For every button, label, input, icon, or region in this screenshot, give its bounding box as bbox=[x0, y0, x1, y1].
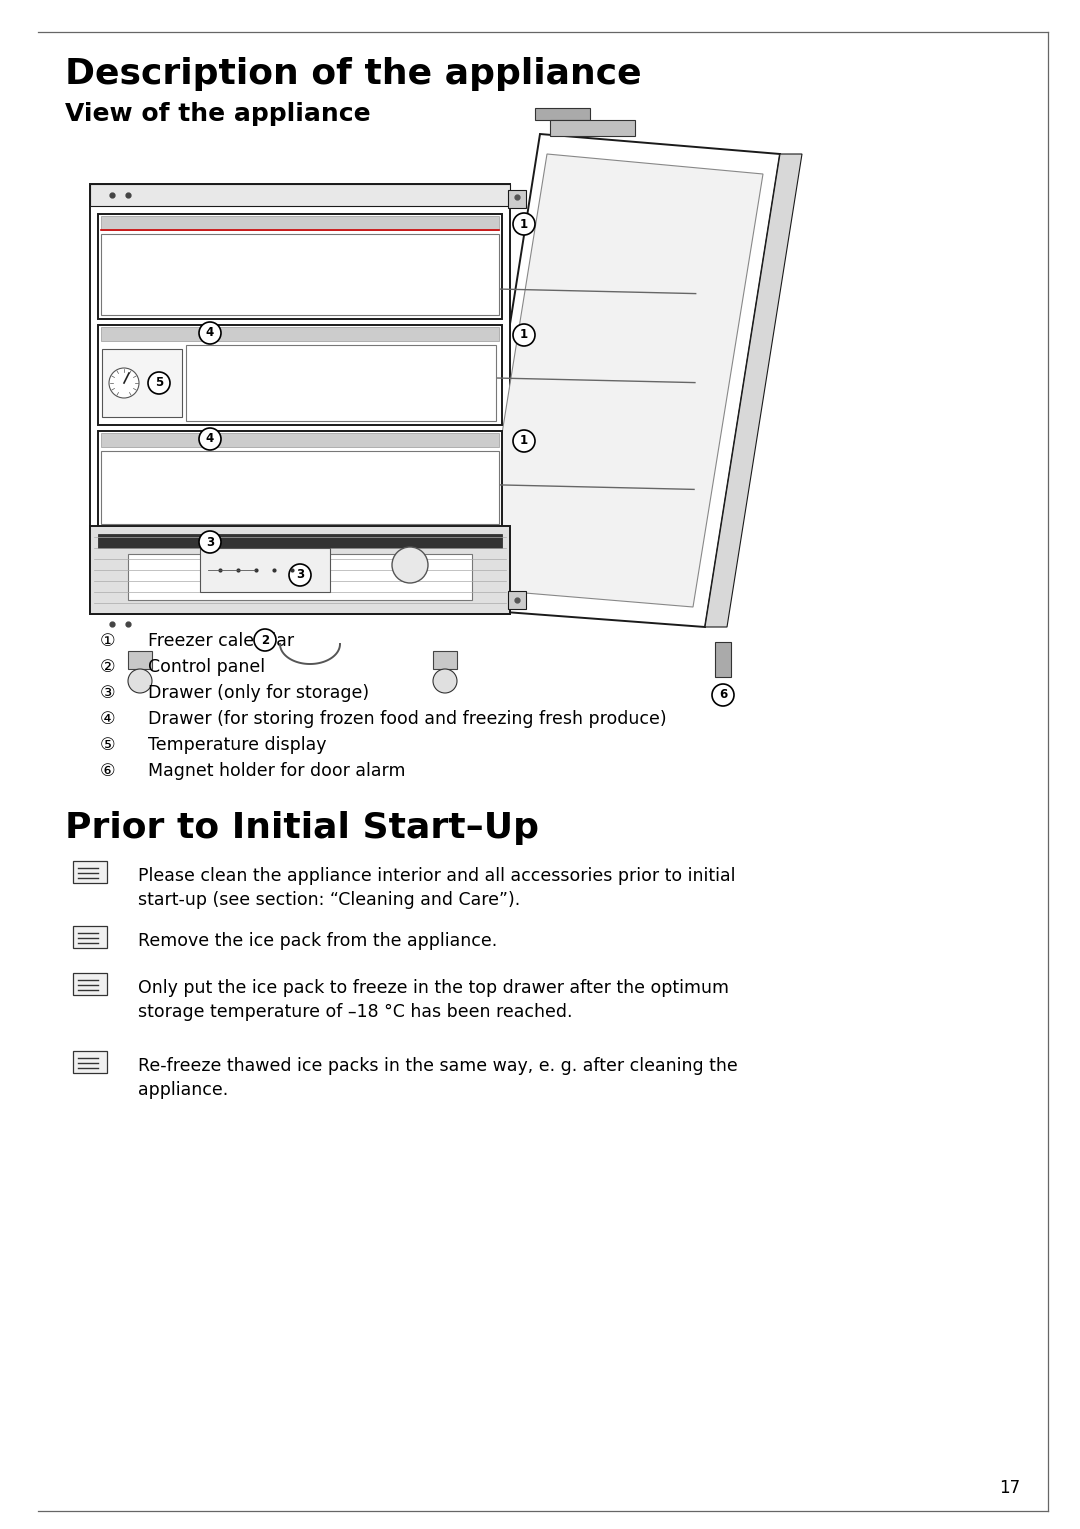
Circle shape bbox=[199, 428, 221, 450]
Bar bbox=[102, 349, 183, 417]
Circle shape bbox=[513, 213, 535, 235]
Bar bbox=[98, 534, 502, 605]
Bar bbox=[535, 109, 590, 119]
Bar bbox=[508, 190, 526, 208]
Text: Drawer (for storing frozen food and freezing fresh produce): Drawer (for storing frozen food and free… bbox=[148, 709, 666, 728]
Text: Temperature display: Temperature display bbox=[148, 735, 326, 754]
Text: 17: 17 bbox=[999, 1479, 1020, 1497]
Text: Control panel: Control panel bbox=[148, 657, 265, 676]
Bar bbox=[186, 346, 496, 420]
Bar bbox=[102, 216, 499, 229]
Bar bbox=[129, 651, 152, 670]
Polygon shape bbox=[465, 135, 780, 627]
Text: ③: ③ bbox=[100, 683, 116, 702]
Bar bbox=[73, 972, 107, 995]
Bar bbox=[98, 326, 502, 425]
Bar bbox=[73, 1050, 107, 1073]
Bar bbox=[715, 642, 731, 677]
Text: 4: 4 bbox=[206, 327, 214, 339]
Text: ⑥: ⑥ bbox=[100, 761, 116, 780]
Polygon shape bbox=[705, 154, 802, 627]
Circle shape bbox=[513, 430, 535, 453]
Bar bbox=[98, 431, 502, 528]
Text: 1: 1 bbox=[519, 329, 528, 341]
Circle shape bbox=[199, 531, 221, 553]
Text: 2: 2 bbox=[261, 633, 269, 647]
Text: 1: 1 bbox=[519, 217, 528, 231]
Text: 5: 5 bbox=[154, 376, 163, 390]
Circle shape bbox=[289, 564, 311, 586]
Bar bbox=[433, 651, 457, 670]
Bar bbox=[550, 119, 635, 136]
Text: Description of the appliance: Description of the appliance bbox=[65, 57, 642, 92]
Text: 3: 3 bbox=[296, 569, 305, 581]
Circle shape bbox=[148, 372, 170, 394]
Circle shape bbox=[129, 670, 152, 693]
Circle shape bbox=[513, 324, 535, 346]
Bar bbox=[508, 592, 526, 609]
Text: Drawer (only for storage): Drawer (only for storage) bbox=[148, 683, 369, 702]
Bar bbox=[102, 433, 499, 446]
Text: 4: 4 bbox=[206, 433, 214, 445]
Bar bbox=[102, 327, 499, 341]
Bar bbox=[90, 183, 510, 206]
Text: Only put the ice pack to freeze in the top drawer after the optimum
storage temp: Only put the ice pack to freeze in the t… bbox=[138, 979, 729, 1021]
Bar bbox=[73, 927, 107, 948]
Circle shape bbox=[433, 670, 457, 693]
Text: ①: ① bbox=[100, 631, 116, 650]
Text: Magnet holder for door alarm: Magnet holder for door alarm bbox=[148, 761, 405, 780]
Text: 1: 1 bbox=[519, 434, 528, 448]
Bar bbox=[98, 534, 502, 547]
Text: View of the appliance: View of the appliance bbox=[65, 102, 370, 125]
Text: ②: ② bbox=[100, 657, 116, 676]
Text: ④: ④ bbox=[100, 709, 116, 728]
Bar bbox=[102, 234, 499, 315]
Circle shape bbox=[199, 323, 221, 344]
Bar bbox=[129, 553, 472, 599]
Text: 3: 3 bbox=[206, 535, 214, 549]
Bar bbox=[98, 214, 502, 320]
Bar bbox=[200, 547, 330, 592]
Circle shape bbox=[392, 547, 428, 583]
Bar bbox=[90, 526, 510, 615]
Bar bbox=[73, 861, 107, 884]
Bar bbox=[90, 183, 510, 615]
Polygon shape bbox=[477, 154, 762, 607]
Bar bbox=[102, 451, 499, 524]
Text: Re-freeze thawed ice packs in the same way, e. g. after cleaning the
appliance.: Re-freeze thawed ice packs in the same w… bbox=[138, 1057, 738, 1099]
Text: Freezer calendar: Freezer calendar bbox=[148, 631, 294, 650]
Text: Prior to Initial Start–Up: Prior to Initial Start–Up bbox=[65, 810, 539, 846]
Text: ⑤: ⑤ bbox=[100, 735, 116, 754]
Text: 6: 6 bbox=[719, 688, 727, 702]
Circle shape bbox=[254, 628, 276, 651]
Circle shape bbox=[712, 683, 734, 706]
Text: Remove the ice pack from the appliance.: Remove the ice pack from the appliance. bbox=[138, 933, 497, 950]
Circle shape bbox=[109, 368, 139, 398]
Text: Please clean the appliance interior and all accessories prior to initial
start-u: Please clean the appliance interior and … bbox=[138, 867, 735, 910]
